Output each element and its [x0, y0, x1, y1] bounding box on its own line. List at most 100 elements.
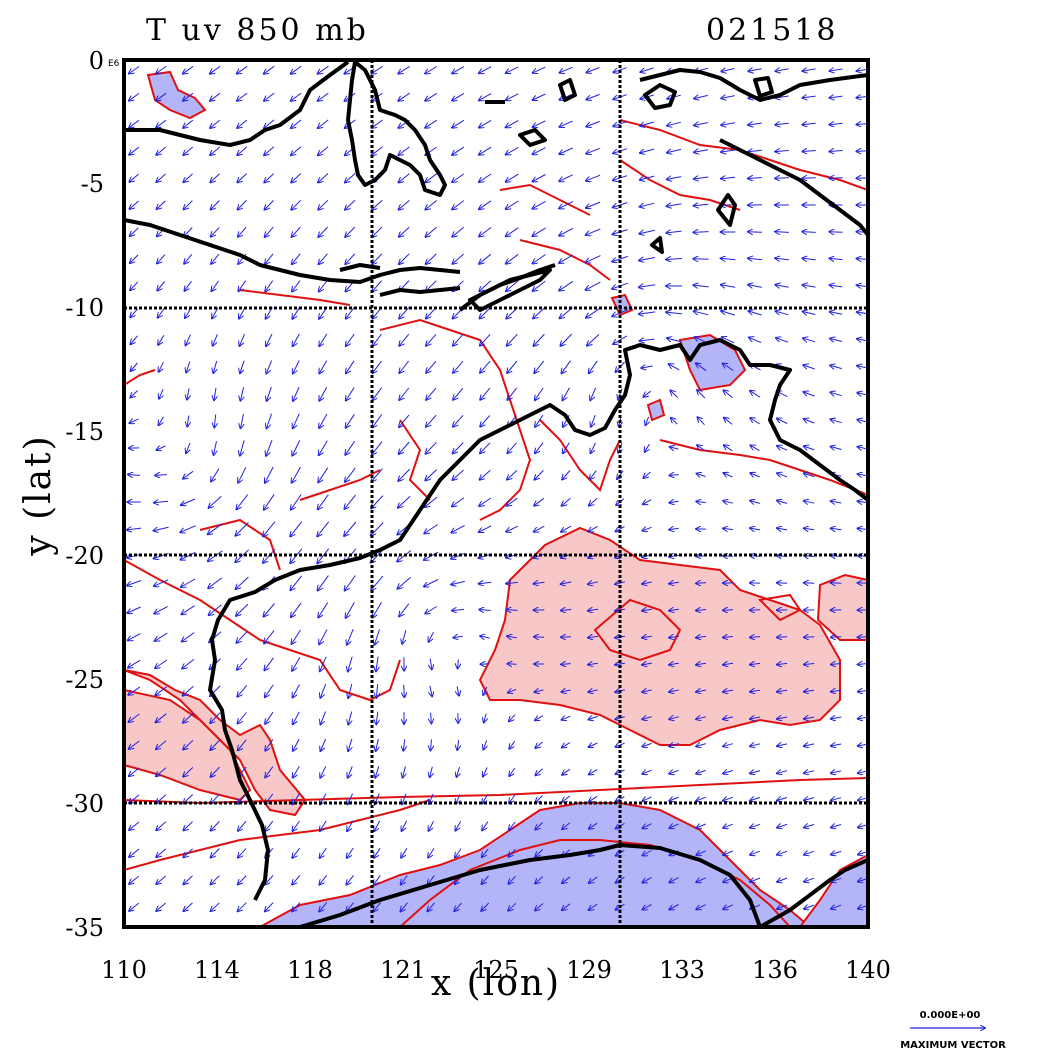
wind-vector: [129, 92, 140, 100]
wind-vector: [292, 875, 301, 884]
wind-vector: [507, 636, 517, 638]
wind-vector: [588, 609, 599, 611]
wind-vector: [373, 360, 382, 373]
wind-vector: [803, 365, 815, 369]
wind-vector: [777, 717, 788, 719]
wind-vector: [669, 877, 679, 883]
wind-vector: [506, 146, 519, 154]
wind-vector: [559, 201, 574, 209]
wind-vector: [831, 664, 842, 665]
wind-vector: [830, 285, 843, 287]
coastline-newguinea: [639, 68, 868, 102]
wind-vector: [479, 610, 491, 611]
wind-vector: [506, 200, 519, 209]
wind-vector: [210, 146, 221, 155]
wind-vector: [643, 390, 652, 397]
wind-vector: [156, 713, 167, 723]
wind-vector: [561, 664, 571, 665]
wind-vector: [535, 470, 544, 479]
wind-vector: [643, 797, 652, 801]
wind-vector: [559, 120, 573, 127]
wind-vector: [372, 146, 383, 155]
wind-vector: [479, 280, 492, 291]
wind-vector: [186, 442, 190, 453]
wind-vector: [130, 200, 139, 209]
wind-vector: [399, 333, 410, 346]
wind-vector: [182, 659, 195, 668]
temperature-contours: [124, 119, 868, 927]
wind-vector: [458, 659, 459, 669]
wind-vector: [831, 419, 842, 422]
x-tick-label: 125: [473, 956, 519, 984]
wind-vector: [535, 903, 544, 911]
wind-vector: [802, 96, 816, 98]
wind-vector: [156, 821, 167, 830]
y-tick-label: -15: [65, 418, 104, 446]
wind-vector: [561, 582, 572, 584]
wind-vector: [804, 637, 815, 638]
wind-vector: [156, 173, 166, 182]
wind-vector: [373, 602, 382, 617]
wind-vector: [237, 146, 248, 155]
wind-vector: [154, 605, 168, 613]
wind-vector: [532, 200, 546, 208]
wind-vector: [586, 120, 600, 126]
wind-vector: [831, 825, 842, 828]
wind-vector: [775, 232, 789, 233]
wind-vector: [453, 360, 464, 373]
wind-vector: [506, 227, 519, 237]
wind-vector: [533, 174, 546, 182]
wind-vector: [127, 580, 142, 586]
wind-vector: [453, 636, 463, 637]
wind-vector: [452, 146, 465, 155]
wind-vector: [586, 255, 601, 263]
wind-vector: [344, 521, 357, 536]
wind-vector: [616, 849, 625, 855]
wind-vector: [130, 308, 139, 317]
wind-vector: [804, 528, 815, 530]
wind-vector: [831, 447, 842, 450]
coastline-south: [299, 843, 762, 927]
wind-vector: [482, 848, 489, 857]
wind-vector: [319, 875, 327, 884]
wind-vector: [428, 902, 435, 911]
wind-vector: [156, 902, 167, 911]
wind-vector: [776, 338, 789, 343]
wind-vector: [559, 147, 573, 154]
wind-vector: [320, 738, 327, 751]
wind-vector: [236, 576, 249, 589]
wind-vector: [318, 494, 329, 510]
coastline-southeast: [759, 858, 868, 927]
wind-vector: [237, 630, 248, 643]
wind-vector: [640, 175, 655, 180]
wind-vector: [318, 92, 329, 101]
wind-vector: [479, 227, 492, 237]
wind-vector: [831, 690, 842, 691]
wind-vector: [265, 820, 274, 831]
wind-vector: [183, 740, 194, 749]
wind-vector: [670, 475, 679, 476]
wind-vector: [723, 851, 733, 855]
wind-vector: [155, 632, 168, 641]
wind-vector: [265, 253, 274, 264]
wind-vector: [318, 467, 329, 483]
wind-vector: [399, 387, 410, 400]
wind-vector: [452, 497, 465, 507]
y-tick-label: -35: [65, 914, 104, 942]
wind-vector: [750, 851, 761, 855]
wind-vector: [211, 902, 220, 911]
wind-vector: [187, 415, 188, 427]
wind-vector: [829, 151, 843, 152]
wind-vector: [562, 768, 571, 775]
y-axis-ticks: 0 E6 -5 -10 -15 -20 -25 -30 -35: [65, 47, 119, 942]
wind-vector: [237, 65, 248, 73]
wind-vector: [804, 717, 815, 719]
wind-vector: [748, 150, 762, 152]
wind-vector: [130, 227, 139, 236]
wind-vector: [507, 387, 517, 400]
wind-vector: [508, 875, 516, 884]
wind-vector: [319, 387, 328, 400]
wind-vector: [696, 744, 707, 747]
wind-vector: [129, 146, 140, 155]
wind-vector: [697, 474, 706, 477]
